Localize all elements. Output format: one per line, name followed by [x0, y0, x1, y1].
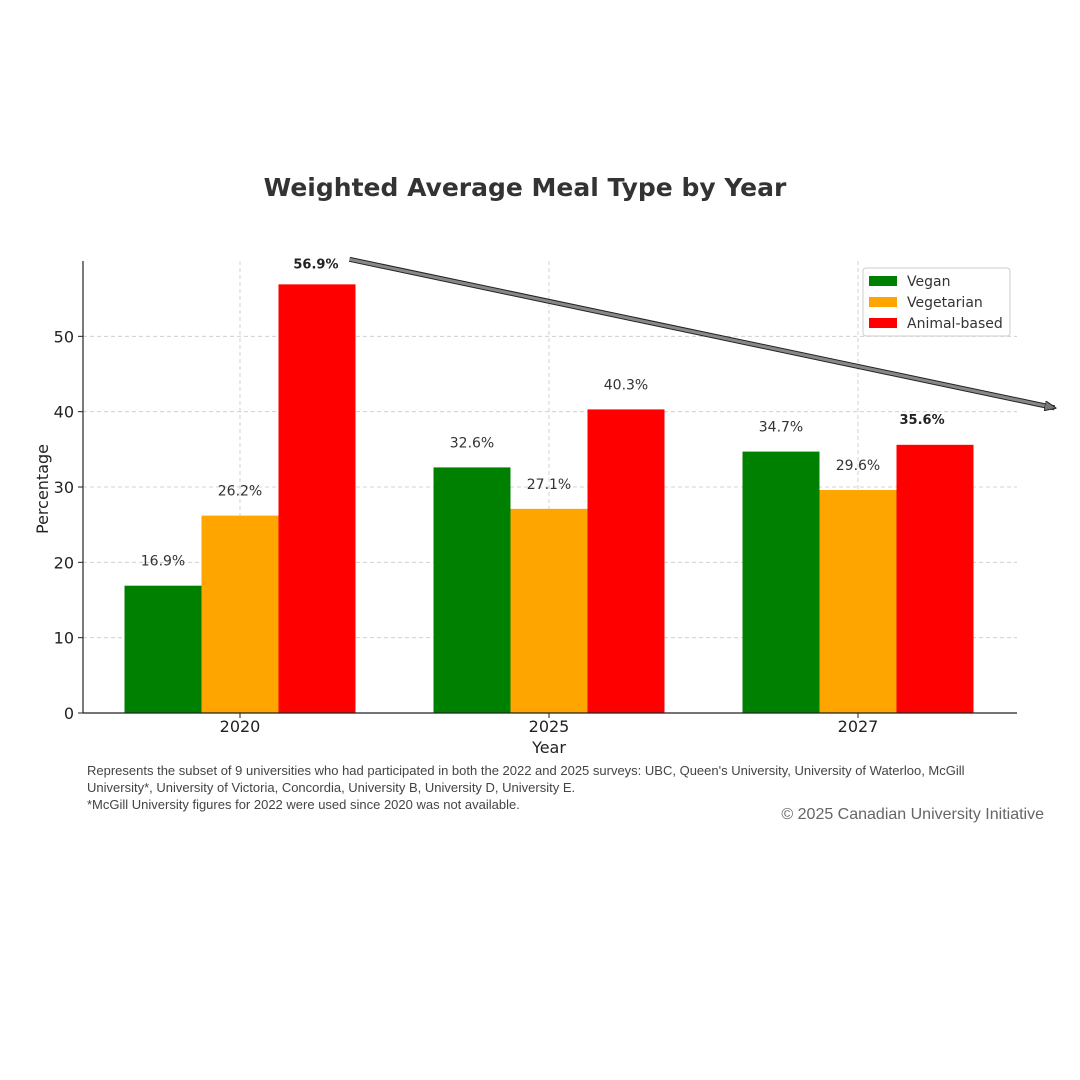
footnote: Represents the subset of 9 universities … — [87, 762, 1027, 813]
legend-label: Vegetarian — [907, 295, 983, 311]
y-tick-label: 10 — [54, 629, 74, 648]
x-tick-label: 2020 — [220, 717, 261, 736]
y-tick-label: 30 — [54, 478, 74, 497]
chart-title: Weighted Average Meal Type by Year — [264, 173, 787, 202]
bar-vegan-2027 — [742, 451, 820, 713]
x-tick-label: 2025 — [529, 717, 570, 736]
trend-annotation — [348, 256, 1055, 407]
bars — [124, 284, 974, 713]
footnote-line-2: *McGill University figures for 2022 were… — [87, 797, 520, 812]
bar-animal-based-2025 — [587, 409, 665, 713]
legend-label: Vegan — [907, 274, 950, 290]
data-label: 29.6% — [836, 458, 880, 474]
data-label: 32.6% — [450, 435, 494, 451]
bar-vegetarian-2025 — [510, 508, 588, 713]
trend-arrow — [349, 257, 1055, 407]
legend-box — [862, 267, 1011, 337]
y-tick-label: 50 — [54, 327, 74, 346]
data-label: 35.6% — [900, 413, 945, 428]
axes: 0 10 20 30 40 50 2020 2025 2027 — [54, 261, 1017, 736]
bar-chart: Weighted Average Meal Type by Year 16.9%… — [33, 173, 1080, 757]
y-tick-label: 0 — [64, 704, 74, 723]
y-tick-label: 40 — [54, 403, 74, 422]
bar-vegan-2020 — [124, 585, 202, 713]
bar-vegan-2025 — [433, 467, 511, 713]
bar-animal-based-2020 — [278, 284, 356, 713]
legend-swatch — [869, 276, 897, 286]
copyright-notice: © 2025 Canadian University Initiative — [781, 806, 1044, 823]
y-tick-label: 20 — [54, 553, 74, 572]
footnote-line-1: Represents the subset of 9 universities … — [87, 763, 965, 795]
legend-swatch — [869, 318, 897, 328]
data-labels: 16.9% 32.6% 34.7% 26.2% 27.1% 29.6% 56.9% 40.3%… — [141, 257, 945, 569]
y-axis-label: Percentage — [33, 444, 52, 534]
legend-swatch — [869, 297, 897, 307]
bar-animal-based-2027 — [896, 444, 974, 713]
bar-vegetarian-2027 — [819, 490, 897, 713]
data-label: 34.7% — [759, 420, 803, 436]
x-tick-label: 2027 — [838, 717, 879, 736]
data-label: 40.3% — [604, 377, 648, 393]
legend-label: Animal-based — [907, 316, 1003, 332]
data-label: 16.9% — [141, 554, 185, 570]
data-label: 27.1% — [527, 477, 571, 493]
data-label: 56.9% — [293, 257, 338, 272]
bar-vegetarian-2020 — [201, 515, 279, 713]
legend: Vegan Vegetarian Animal-based — [862, 267, 1011, 337]
x-axis-label: Year — [531, 738, 566, 757]
data-label: 26.2% — [218, 484, 262, 500]
